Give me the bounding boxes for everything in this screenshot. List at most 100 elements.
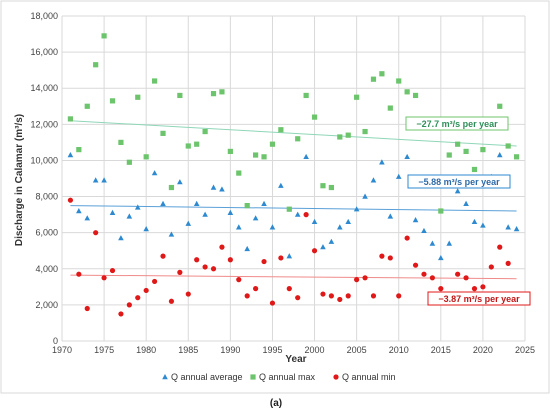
point-average bbox=[160, 200, 166, 206]
point-max bbox=[328, 184, 334, 191]
legend-label: Q annual min bbox=[342, 372, 396, 382]
point-max bbox=[67, 116, 74, 122]
point-max bbox=[455, 141, 461, 147]
point-min bbox=[185, 291, 191, 297]
point-max bbox=[345, 132, 351, 138]
point-average bbox=[320, 244, 326, 250]
point-max bbox=[168, 184, 175, 191]
point-min bbox=[143, 287, 149, 294]
x-tick-label: 2015 bbox=[431, 345, 451, 355]
point-min bbox=[168, 298, 175, 304]
point-average bbox=[345, 218, 352, 225]
legend: Q annual average Q annual max Q annual min bbox=[162, 372, 396, 382]
point-max bbox=[354, 94, 360, 100]
point-min bbox=[118, 311, 124, 317]
point-min bbox=[471, 286, 478, 292]
y-tick-label: 18,000 bbox=[30, 11, 58, 21]
point-max bbox=[513, 154, 520, 160]
x-tick-label: 1995 bbox=[262, 345, 282, 355]
y-tick-label: 16,000 bbox=[30, 47, 58, 57]
point-average bbox=[294, 211, 301, 217]
point-max bbox=[396, 78, 402, 84]
point-max bbox=[404, 89, 410, 95]
point-min bbox=[379, 253, 385, 259]
chart-frame bbox=[0, 0, 550, 394]
point-average bbox=[168, 231, 175, 237]
point-max bbox=[244, 202, 250, 209]
point-min bbox=[480, 284, 486, 290]
point-average bbox=[109, 209, 116, 216]
point-average bbox=[227, 209, 234, 216]
point-min bbox=[194, 257, 200, 263]
point-max bbox=[84, 103, 90, 109]
point-average bbox=[76, 208, 82, 214]
point-average bbox=[92, 177, 99, 183]
point-average bbox=[505, 224, 511, 230]
point-min bbox=[345, 293, 351, 299]
point-max bbox=[446, 152, 452, 158]
point-min bbox=[76, 271, 82, 277]
y-tick-label: 14,000 bbox=[30, 83, 58, 93]
point-average bbox=[328, 238, 335, 244]
point-min bbox=[488, 264, 494, 270]
point-average bbox=[269, 224, 276, 230]
point-min bbox=[253, 286, 259, 292]
point-max bbox=[463, 148, 469, 155]
trend-label: −27.7 m³/s per year bbox=[416, 119, 498, 129]
point-min bbox=[429, 275, 435, 281]
legend-marker-max bbox=[250, 374, 256, 380]
point-min bbox=[278, 255, 284, 261]
point-max bbox=[185, 143, 191, 149]
point-min bbox=[286, 286, 292, 292]
x-tick-label: 2025 bbox=[515, 345, 535, 355]
point-max bbox=[505, 143, 511, 149]
point-max bbox=[160, 130, 166, 136]
point-average bbox=[202, 211, 208, 217]
x-tick-label: 2005 bbox=[347, 345, 367, 355]
point-average bbox=[151, 170, 158, 176]
point-min bbox=[328, 293, 334, 299]
point-min bbox=[412, 262, 419, 268]
point-average bbox=[235, 224, 242, 230]
point-min bbox=[387, 255, 393, 261]
point-average bbox=[261, 200, 267, 206]
point-max bbox=[362, 128, 368, 135]
point-min bbox=[177, 269, 183, 275]
point-min bbox=[505, 260, 511, 266]
point-average bbox=[252, 215, 259, 221]
y-tick-label: 8,000 bbox=[35, 192, 58, 202]
point-min bbox=[497, 244, 503, 250]
trend-line-square bbox=[70, 120, 517, 147]
point-average bbox=[480, 222, 486, 228]
point-average bbox=[244, 245, 250, 252]
x-tick-label: 1985 bbox=[178, 345, 198, 355]
trend-label-box bbox=[407, 174, 511, 189]
trend-label-box bbox=[405, 116, 509, 131]
point-min bbox=[244, 293, 250, 299]
point-min bbox=[93, 230, 99, 236]
point-average bbox=[278, 182, 284, 188]
point-max bbox=[497, 103, 503, 109]
point-max bbox=[480, 147, 486, 153]
point-max bbox=[379, 71, 385, 77]
point-average bbox=[126, 213, 133, 219]
point-min bbox=[421, 271, 427, 277]
y-tick-label: 2,000 bbox=[35, 300, 58, 310]
point-min bbox=[455, 271, 461, 277]
point-max bbox=[471, 166, 478, 173]
point-min bbox=[135, 295, 141, 301]
legend-marker-min bbox=[333, 374, 339, 380]
point-average bbox=[412, 217, 419, 223]
point-max bbox=[109, 98, 116, 104]
x-tick-label: 2010 bbox=[389, 345, 409, 355]
point-average bbox=[101, 177, 107, 183]
point-min bbox=[67, 197, 74, 203]
point-min bbox=[202, 264, 208, 270]
point-max bbox=[311, 114, 318, 120]
y-tick-label: 0 bbox=[53, 336, 58, 346]
point-max bbox=[295, 136, 301, 142]
point-min bbox=[396, 293, 402, 299]
point-max bbox=[303, 92, 309, 99]
trend-line-circle bbox=[70, 274, 517, 280]
